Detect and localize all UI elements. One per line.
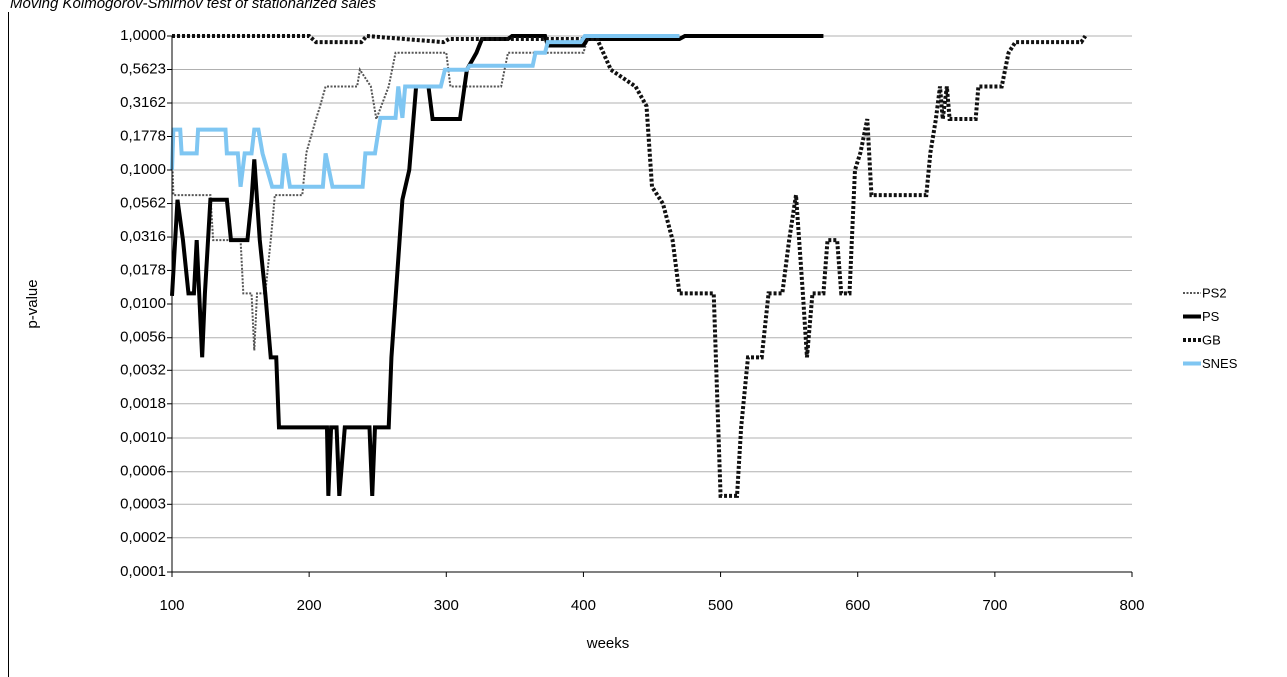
grid <box>172 35 1132 573</box>
y-tick-label: 0,0001 <box>120 563 166 580</box>
x-tick-label: 700 <box>982 597 1007 614</box>
y-tick-label: 0,0002 <box>120 529 166 546</box>
y-axis-label: p-value <box>24 279 41 328</box>
x-tick-label: 800 <box>1119 597 1144 614</box>
x-tick-label: 500 <box>708 597 733 614</box>
chart-title: Moving Kolmogorov-Smirnov test of statio… <box>10 0 376 12</box>
y-tick-label: 0,0178 <box>120 261 166 278</box>
x-tick-label: 300 <box>434 597 459 614</box>
y-tick-label: 0,0010 <box>120 429 166 446</box>
y-tick-label: 0,1778 <box>120 127 166 144</box>
series-lines <box>170 33 1088 498</box>
x-tick-label: 100 <box>159 597 184 614</box>
series-line <box>170 34 680 189</box>
y-tick-label: 0,5623 <box>120 60 166 77</box>
y-tick-label: 0,0316 <box>120 228 166 245</box>
y-tick-label: 0,0100 <box>120 295 166 312</box>
y-tick-label: 0,3162 <box>120 94 166 111</box>
legend-label: PS2 <box>1202 285 1227 300</box>
x-axis-label: weeks <box>586 635 630 652</box>
y-tick-label: 0,0562 <box>120 195 166 212</box>
y-tick-label: 0,0003 <box>120 495 166 512</box>
x-tick-label: 600 <box>845 597 870 614</box>
legend-label: SNES <box>1202 356 1238 371</box>
y-tick-label: 0,0056 <box>120 329 166 346</box>
series-line <box>172 33 1088 498</box>
legend-label: GB <box>1202 332 1221 347</box>
x-tick-label: 400 <box>571 597 596 614</box>
legend-label: PS <box>1202 309 1220 324</box>
y-tick-label: 0,0018 <box>120 395 166 412</box>
y-tick-label: 1,0000 <box>120 27 166 44</box>
y-tick-label: 0,0006 <box>120 463 166 480</box>
y-tick-label: 0,0032 <box>120 361 166 378</box>
y-tick-label: 0,1000 <box>120 161 166 178</box>
x-tick-label: 200 <box>297 597 322 614</box>
